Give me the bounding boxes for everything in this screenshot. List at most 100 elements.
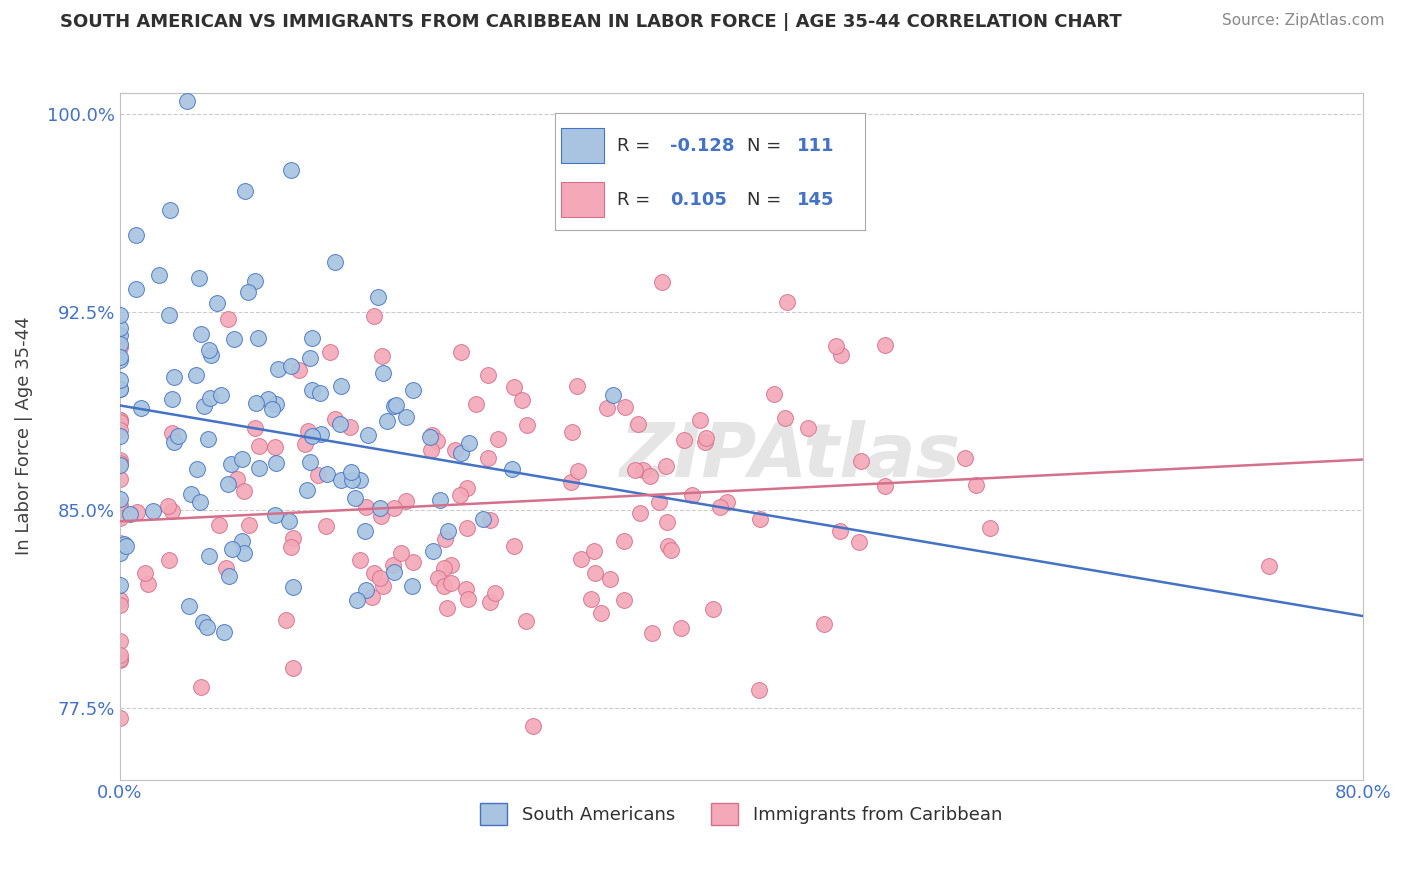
Point xyxy=(370,500,392,515)
Point xyxy=(191,615,214,629)
Point xyxy=(309,386,332,401)
Text: SOUTH AMERICAN VS IMMIGRANTS FROM CARIBBEAN IN LABOR FORCE | AGE 35-44 CORRELATI: SOUTH AMERICAN VS IMMIGRANTS FROM CARIBB… xyxy=(59,13,1122,31)
Point xyxy=(215,560,238,574)
Point xyxy=(114,539,136,553)
Point xyxy=(233,545,256,559)
Point xyxy=(108,511,131,525)
Point xyxy=(108,320,131,334)
Point xyxy=(267,361,290,376)
Point xyxy=(583,566,606,580)
Point xyxy=(477,368,499,382)
Point xyxy=(702,602,724,616)
Point xyxy=(257,392,280,406)
Point xyxy=(458,435,481,450)
Point xyxy=(217,477,239,491)
Point xyxy=(280,163,302,178)
Point xyxy=(849,454,872,468)
Point xyxy=(599,572,621,586)
Point xyxy=(125,505,148,519)
Point xyxy=(381,558,404,572)
Point xyxy=(422,543,444,558)
Point xyxy=(522,719,544,733)
Point xyxy=(427,571,450,585)
Point xyxy=(363,566,385,580)
Point xyxy=(457,592,479,607)
Point xyxy=(134,566,156,580)
Point xyxy=(716,495,738,509)
Point xyxy=(193,399,215,413)
Point xyxy=(433,579,456,593)
Point xyxy=(323,411,346,425)
Point xyxy=(108,453,131,467)
Point xyxy=(419,430,441,444)
Point xyxy=(673,434,696,448)
Point xyxy=(349,553,371,567)
Point xyxy=(208,518,231,533)
Point xyxy=(108,336,131,351)
Point xyxy=(375,414,398,428)
Point xyxy=(108,423,131,437)
Point xyxy=(108,415,131,429)
Point xyxy=(456,521,478,535)
Point xyxy=(125,228,148,243)
Point xyxy=(299,455,322,469)
Point xyxy=(709,500,731,514)
Point xyxy=(281,531,304,545)
Point xyxy=(108,711,131,725)
Point xyxy=(108,498,131,512)
Point xyxy=(280,359,302,373)
Point xyxy=(671,621,693,635)
Point xyxy=(157,308,180,322)
Point xyxy=(124,282,146,296)
Point xyxy=(339,420,361,434)
Point xyxy=(212,624,235,639)
Point xyxy=(567,464,589,478)
Point xyxy=(420,427,443,442)
Point xyxy=(354,500,377,514)
Point xyxy=(301,428,323,442)
Point xyxy=(180,487,202,501)
Point xyxy=(162,426,184,441)
Point xyxy=(108,472,131,486)
Point xyxy=(224,331,246,345)
Point xyxy=(319,345,342,359)
Point xyxy=(503,380,526,394)
Point xyxy=(188,271,211,285)
Point xyxy=(108,383,131,397)
Point xyxy=(200,391,222,405)
Point xyxy=(108,353,131,368)
Point xyxy=(157,552,180,566)
Point xyxy=(176,94,198,108)
Point xyxy=(108,492,131,507)
Point xyxy=(108,428,131,442)
Point xyxy=(226,472,249,486)
Point xyxy=(391,546,413,560)
Point xyxy=(190,327,212,342)
Point xyxy=(349,473,371,487)
Point xyxy=(560,475,582,489)
Point xyxy=(329,473,352,487)
Point xyxy=(503,540,526,554)
Point xyxy=(238,518,260,533)
Point xyxy=(433,561,456,575)
Point xyxy=(297,424,319,438)
Point xyxy=(510,392,533,407)
Point xyxy=(157,499,180,513)
Point xyxy=(596,401,619,416)
Point xyxy=(190,680,212,694)
Point xyxy=(233,184,256,198)
Point xyxy=(395,493,418,508)
Point xyxy=(450,446,472,460)
Point xyxy=(231,452,253,467)
Point xyxy=(367,290,389,304)
Point xyxy=(419,442,441,457)
Point xyxy=(207,296,229,310)
Point xyxy=(108,648,131,663)
Point xyxy=(166,429,188,443)
Point xyxy=(681,488,703,502)
Text: ZIPAtlas: ZIPAtlas xyxy=(620,420,962,493)
Point xyxy=(613,593,636,607)
Point xyxy=(477,451,499,466)
Point xyxy=(162,504,184,518)
Point xyxy=(108,652,131,666)
